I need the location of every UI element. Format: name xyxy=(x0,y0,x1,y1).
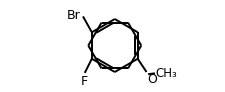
Text: Br: Br xyxy=(66,9,80,22)
Text: CH₃: CH₃ xyxy=(155,67,176,80)
Text: O: O xyxy=(146,73,156,86)
Text: F: F xyxy=(81,75,88,88)
